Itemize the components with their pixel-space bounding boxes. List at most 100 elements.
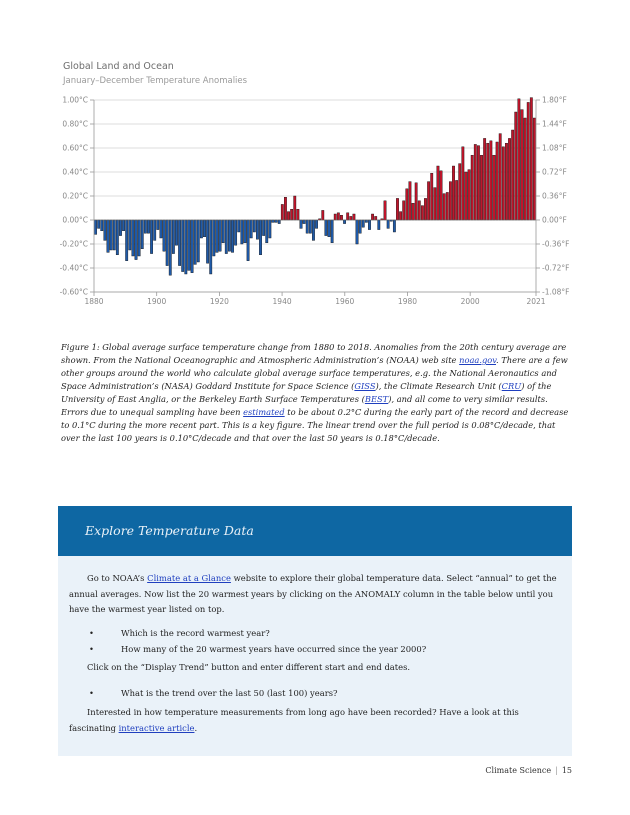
bar-2012 <box>505 142 508 221</box>
bar-1973 <box>383 200 387 221</box>
bar-1930 <box>249 219 253 239</box>
bar-1946 <box>299 219 303 229</box>
bar-1994 <box>448 181 452 221</box>
page-footer: Climate Science | 15 <box>485 766 572 775</box>
bar-2018 <box>523 117 527 221</box>
intro-text-before: Go to NOAA’s <box>87 573 148 583</box>
caption-text-4: ) of the University of East Anglia, or t… <box>61 381 552 404</box>
y-tick-label-right: -1.08°F <box>542 288 569 297</box>
bar-2019 <box>526 102 530 221</box>
bar-1982 <box>411 202 415 221</box>
bullet-dot: • <box>89 688 94 698</box>
bar-2015 <box>514 111 518 221</box>
x-tick-label: 2021 <box>526 297 545 306</box>
bar-1995 <box>452 165 455 221</box>
bar-1942 <box>287 211 290 221</box>
bar-2010 <box>498 133 502 221</box>
bar-1949 <box>308 219 312 234</box>
caption-text-5: ), and all come to very similar results.… <box>61 394 548 417</box>
bar-1902 <box>162 219 166 252</box>
x-tick-label: 1900 <box>147 297 166 306</box>
y-tick-label: 0.00°C <box>62 216 88 225</box>
bullet-text: How many of the 20 warmest years have oc… <box>121 644 427 654</box>
chart-title: Global Land and Ocean <box>63 61 174 72</box>
bar-1901 <box>159 219 163 239</box>
bar-1887 <box>115 219 119 255</box>
bar-1989 <box>433 187 437 221</box>
explore-intro: Go to NOAA’s Climate at a Glance website… <box>69 571 563 618</box>
bar-1976 <box>392 219 396 233</box>
bar-1895 <box>140 219 144 249</box>
bar-1899 <box>153 219 157 241</box>
climate-at-a-glance-link[interactable]: Climate at a Glance <box>147 573 231 583</box>
bar-1986 <box>424 198 427 221</box>
bar-1907 <box>178 219 182 266</box>
x-tick-label: 1980 <box>398 297 417 306</box>
bar-1912 <box>193 219 197 265</box>
bar-1935 <box>265 219 269 243</box>
bar-1906 <box>175 219 178 246</box>
caption-text-6: to be about 0.2°C during the early part … <box>61 407 569 443</box>
bar-1997 <box>458 163 462 221</box>
bar-1919 <box>215 219 219 253</box>
bar-1908 <box>181 219 185 272</box>
bar-1968 <box>368 219 371 230</box>
bar-1959 <box>340 214 343 221</box>
noaa-link[interactable]: noaa.gov <box>459 355 496 365</box>
y-tick-label-right: -0.36°F <box>542 240 569 249</box>
bar-1896 <box>143 219 147 234</box>
bar-1987 <box>427 181 431 221</box>
bar-1958 <box>336 212 340 221</box>
bar-1984 <box>417 200 421 221</box>
explore-outro: Interested in how temperature measuremen… <box>69 705 563 736</box>
bar-1924 <box>231 219 234 253</box>
bar-2004 <box>480 154 483 221</box>
bar-1933 <box>259 219 262 255</box>
giss-link[interactable]: GISS <box>354 381 376 391</box>
bar-1885 <box>109 219 113 251</box>
bar-1926 <box>237 219 241 233</box>
bar-1988 <box>430 172 434 221</box>
bar-1890 <box>125 219 129 261</box>
bar-1939 <box>277 219 281 224</box>
x-tick-label: 1960 <box>335 297 354 306</box>
interactive-article-link[interactable]: interactive article <box>118 722 195 733</box>
x-tick-label: 2000 <box>461 297 480 306</box>
bar-1931 <box>252 219 256 233</box>
bar-1980 <box>405 188 409 221</box>
bar-1909 <box>184 219 188 275</box>
bar-1979 <box>402 200 406 221</box>
bar-2013 <box>508 138 511 221</box>
bullet-text: What is the trend over the last 50 (last… <box>121 688 338 698</box>
bar-1886 <box>112 219 116 251</box>
y-tick-label: 0.60°C <box>62 144 88 153</box>
caption-text-3: ), the Climate Research Unit ( <box>375 381 502 391</box>
bar-1882 <box>100 219 104 232</box>
caption-text-1: Figure 1: Global average surface tempera… <box>61 342 567 365</box>
bar-2007 <box>489 140 493 221</box>
estimated-link[interactable]: estimated <box>243 407 285 417</box>
bar-1922 <box>224 219 228 254</box>
bar-1985 <box>420 205 424 221</box>
bar-1957 <box>333 213 337 221</box>
bar-1948 <box>305 219 309 234</box>
y-tick-label: 0.40°C <box>62 168 88 177</box>
bar-1905 <box>171 219 175 254</box>
bar-1951 <box>315 219 318 229</box>
bar-1963 <box>352 213 356 221</box>
cru-link[interactable]: CRU <box>501 381 522 391</box>
bar-1993 <box>445 192 449 221</box>
bar-1978 <box>399 211 403 221</box>
bar-1953 <box>321 210 325 221</box>
y-tick-label: 1.00°C <box>62 96 88 105</box>
best-link[interactable]: BEST <box>364 394 389 404</box>
bar-1998 <box>461 146 465 221</box>
bar-1950 <box>312 219 315 241</box>
y-tick-label-right: 0.72°F <box>542 168 567 177</box>
bar-1911 <box>190 219 194 273</box>
x-tick-label: 1940 <box>273 297 292 306</box>
y-tick-label: -0.40°C <box>60 264 88 273</box>
bar-1883 <box>103 219 107 241</box>
footer-separator: | <box>555 766 558 775</box>
outro-text-after: . <box>194 722 198 733</box>
